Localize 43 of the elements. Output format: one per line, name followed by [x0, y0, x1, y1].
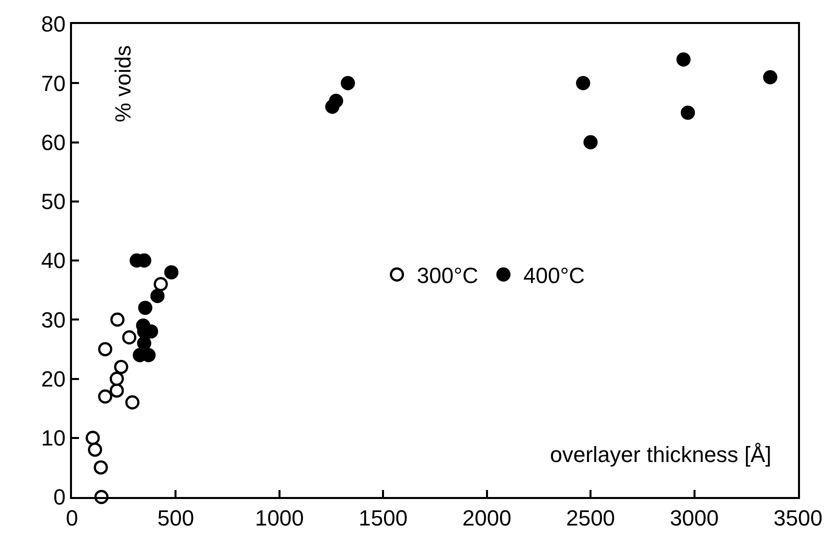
x-tick-label: 500 [157, 505, 194, 530]
point [86, 430, 100, 445]
x-axis-title: overlayer thickness [Å] [550, 442, 772, 467]
point [583, 135, 598, 150]
y-tick-label: 80 [41, 12, 66, 37]
point [110, 383, 124, 398]
point [328, 94, 344, 108]
point [138, 300, 152, 315]
point [676, 52, 691, 67]
x-tick-label: 2500 [566, 505, 616, 530]
point [114, 360, 128, 374]
point [154, 277, 168, 292]
x-tick-label: 1500 [358, 505, 408, 530]
legend-label: 300°C [416, 263, 478, 288]
y-tick-label: 30 [41, 307, 66, 332]
point [137, 336, 152, 350]
point [88, 442, 102, 457]
legend-label: 400°C [523, 263, 585, 288]
point [110, 312, 125, 327]
point [94, 460, 108, 475]
x-tick-label: 3000 [670, 505, 719, 530]
point [164, 265, 178, 280]
point [763, 70, 778, 84]
y-tick-label: 60 [41, 130, 66, 155]
point [125, 395, 140, 410]
y-tick-label: 10 [41, 426, 66, 451]
point [122, 330, 136, 344]
x-tick-label: 2000 [462, 505, 512, 530]
y-tick-label: 0 [53, 484, 66, 510]
point [340, 76, 355, 90]
y-tick-label: 50 [41, 189, 66, 214]
y-tick-label: 40 [41, 248, 66, 274]
y-tick-label: 20 [41, 366, 66, 392]
y-tick-label: 70 [41, 70, 66, 96]
point [98, 342, 112, 356]
point [110, 372, 124, 386]
x-tick-label: 1000 [254, 505, 304, 530]
point [150, 288, 165, 304]
point [98, 389, 112, 404]
x-tick-label: 3500 [774, 505, 822, 530]
point [680, 106, 695, 120]
point [576, 76, 590, 90]
y-axis-title: % voids [110, 45, 136, 122]
